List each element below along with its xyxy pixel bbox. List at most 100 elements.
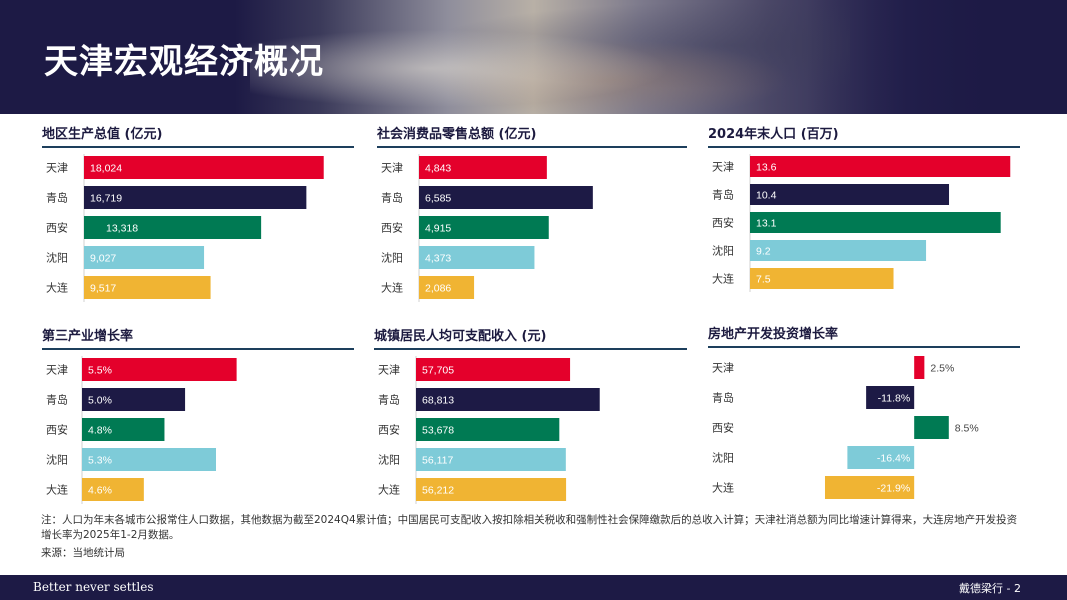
bar xyxy=(914,416,949,439)
category-label: 大连 xyxy=(46,483,68,497)
chart-panel-realestate: 房地产开发投资增长率 天津 2.5% 青岛 -11.8% 西安 8.5% 沈阳 -16.4% 大… xyxy=(708,326,1020,508)
header-photo xyxy=(250,0,850,114)
bar xyxy=(84,156,324,179)
bar xyxy=(416,388,600,411)
category-label: 沈阳 xyxy=(378,453,400,467)
bar xyxy=(419,186,593,209)
bar xyxy=(416,448,566,471)
data-label: 10.4 xyxy=(756,190,777,202)
category-label: 大连 xyxy=(712,272,734,286)
category-label: 西安 xyxy=(46,221,68,235)
data-label: -11.8% xyxy=(878,393,911,405)
category-label: 青岛 xyxy=(46,191,68,205)
bar xyxy=(750,156,1011,177)
data-label: 6,585 xyxy=(425,193,451,205)
bar xyxy=(750,268,894,289)
category-label: 天津 xyxy=(712,362,734,375)
category-label: 天津 xyxy=(381,162,403,175)
data-label: 4.8% xyxy=(88,425,112,437)
data-label: 53,678 xyxy=(422,425,454,437)
data-label: 68,813 xyxy=(422,395,454,407)
data-label: 13.6 xyxy=(756,162,777,174)
chart-title: 社会消费品零售总额 (亿元) xyxy=(377,126,687,148)
data-label: 9,027 xyxy=(90,253,116,265)
bar xyxy=(914,356,925,379)
bar xyxy=(419,156,547,179)
category-label: 青岛 xyxy=(381,191,403,205)
data-label: 13,318 xyxy=(106,223,138,235)
data-label: -21.9% xyxy=(877,483,910,495)
chart-title: 城镇居民人均可支配收入 (元) xyxy=(374,328,687,350)
chart-panel-gdp: 地区生产总值 (亿元) 天津 18,024 青岛 16,719 西安 13,318 沈阳 9,… xyxy=(42,126,354,308)
chart-population: 天津 13.6 青岛 10.4 西安 13.1 沈阳 9.2 大连 7.5 xyxy=(712,154,1011,292)
bar xyxy=(82,358,237,381)
data-label: 5.5% xyxy=(88,365,112,377)
bar xyxy=(750,240,927,261)
bar xyxy=(82,478,144,501)
data-label: 56,212 xyxy=(422,485,454,497)
category-label: 沈阳 xyxy=(712,244,734,258)
chart-title: 地区生产总值 (亿元) xyxy=(42,126,354,148)
footer-tagline: Better never settles xyxy=(33,580,154,594)
bar xyxy=(750,184,950,205)
bar xyxy=(82,448,216,471)
footnote: 注：人口为年末各城市公报常住人口数据，其他数据为截至2024Q4累计值；中国居民… xyxy=(41,514,1018,541)
category-label: 青岛 xyxy=(46,393,68,407)
category-label: 西安 xyxy=(381,221,403,235)
chart-gdp: 天津 18,024 青岛 16,719 西安 13,318 沈阳 9,027 大连 9,517 xyxy=(46,154,324,302)
chart-panel-population: 2024年末人口 (百万) 天津 13.6 青岛 10.4 西安 13.1 沈阳 9.2 大连 7… xyxy=(708,126,1020,308)
data-label: 18,024 xyxy=(90,163,122,175)
chart-panel-tertiary: 第三产业增长率 天津 5.5% 青岛 5.0% 西安 4.8% 沈阳 5.3% 大连 4.6% xyxy=(42,328,354,510)
category-label: 大连 xyxy=(378,483,400,497)
category-label: 青岛 xyxy=(378,393,400,407)
data-label: 57,705 xyxy=(422,365,454,377)
bar xyxy=(84,216,262,239)
source-note: 来源：当地统计局 xyxy=(41,547,125,559)
bar xyxy=(750,212,1001,233)
bar xyxy=(84,276,211,299)
category-label: 西安 xyxy=(712,421,734,435)
category-label: 沈阳 xyxy=(712,451,734,465)
category-label: 天津 xyxy=(46,162,68,175)
bar xyxy=(419,216,549,239)
data-label: 5.3% xyxy=(88,455,112,467)
data-label: 4,915 xyxy=(425,223,451,235)
chart-panel-retail: 社会消费品零售总额 (亿元) 天津 4,843 青岛 6,585 西安 4,915 沈阳 4,… xyxy=(377,126,687,308)
category-label: 大连 xyxy=(381,281,403,295)
footer-bar: Better never settles 戴德梁行 - 2 xyxy=(0,575,1067,600)
data-label: 16,719 xyxy=(90,193,122,205)
category-label: 沈阳 xyxy=(46,453,68,467)
bar xyxy=(866,386,915,409)
chart-tertiary: 天津 5.5% 青岛 5.0% 西安 4.8% 沈阳 5.3% 大连 4.6% xyxy=(46,356,237,504)
bar xyxy=(416,358,571,381)
bar xyxy=(84,246,205,269)
category-label: 西安 xyxy=(712,216,734,230)
category-label: 天津 xyxy=(712,161,734,174)
data-label: 56,117 xyxy=(422,455,453,467)
data-label: 5.0% xyxy=(88,395,112,407)
category-label: 大连 xyxy=(46,281,68,295)
data-label: 9.2 xyxy=(756,246,771,258)
chart-income: 天津 57,705 青岛 68,813 西安 53,678 沈阳 56,117 大连 56,212 xyxy=(378,356,600,504)
data-label: 2,086 xyxy=(425,283,451,295)
chart-panel-income: 城镇居民人均可支配收入 (元) 天津 57,705 青岛 68,813 西安 53,678… xyxy=(374,328,687,510)
chart-title: 房地产开发投资增长率 xyxy=(708,326,1020,348)
bar xyxy=(847,446,915,469)
bar xyxy=(419,276,475,299)
page-number: 戴德梁行 - 2 xyxy=(959,582,1021,595)
category-label: 天津 xyxy=(378,364,400,377)
bar xyxy=(84,186,307,209)
data-label: 7.5 xyxy=(756,274,771,286)
bar xyxy=(419,246,535,269)
data-label: 9,517 xyxy=(90,283,116,295)
category-label: 天津 xyxy=(46,364,68,377)
bar xyxy=(824,476,915,499)
chart-title: 第三产业增长率 xyxy=(42,328,354,350)
chart-realestate: 天津 2.5% 青岛 -11.8% 西安 8.5% 沈阳 -16.4% 大连 -21.9% xyxy=(712,356,979,499)
page-title: 天津宏观经济概况 xyxy=(44,42,324,82)
category-label: 西安 xyxy=(378,423,400,437)
category-label: 青岛 xyxy=(712,188,734,202)
category-label: 西安 xyxy=(46,423,68,437)
data-label: 8.5% xyxy=(955,423,979,435)
data-label: 4,373 xyxy=(425,253,451,265)
